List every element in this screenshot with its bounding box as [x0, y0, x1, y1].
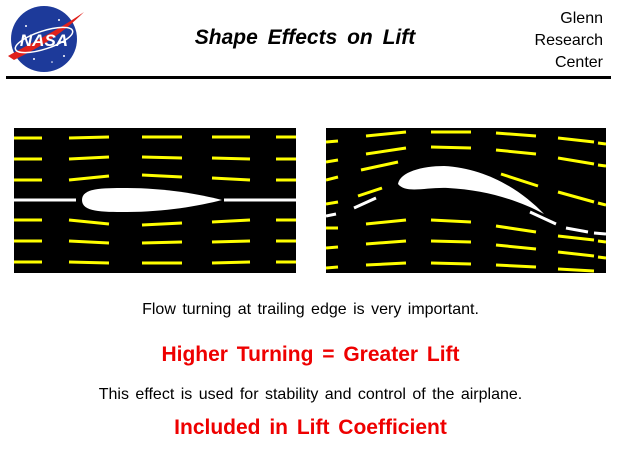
nasa-logo: NASA: [4, 4, 86, 74]
cambered-airfoil: [398, 166, 544, 214]
logo-text: NASA: [20, 31, 68, 50]
trailing-edge-note: Flow turning at trailing edge is very im…: [142, 301, 479, 318]
center-line-1: Glenn: [560, 10, 603, 27]
center-name: Glenn Research Center: [503, 8, 603, 74]
streamlines-right: [326, 130, 606, 273]
center-line-3: Center: [554, 54, 603, 71]
turning-headline: Higher Turning = Greater Lift: [161, 343, 460, 366]
stability-note: This effect is used for stability and co…: [98, 386, 523, 403]
cambered-airfoil-panel: [326, 128, 606, 273]
header-divider: [6, 76, 611, 79]
lift-coefficient-headline: Included in Lift Coefficient: [174, 416, 447, 439]
symmetric-airfoil: [82, 188, 222, 212]
center-line-2: Research: [534, 32, 603, 49]
page-title: Shape Effects on Lift: [194, 26, 416, 49]
streamlines-left: [14, 135, 296, 265]
symmetric-airfoil-panel: [14, 128, 296, 273]
